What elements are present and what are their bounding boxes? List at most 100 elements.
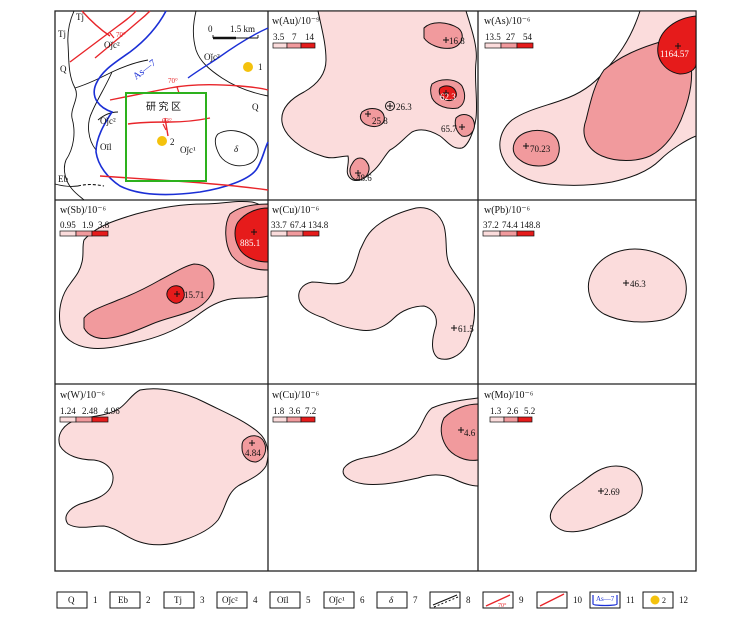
legend-number: 8 [466,595,471,605]
panel-title-au: w(Au)/10⁻⁹ [272,16,320,27]
legend-number: 7 [413,595,418,605]
au-anomaly-label: 26.3 [396,102,412,112]
sample-point-2-marker [157,136,167,146]
panel-headers: w(Au)/10⁻⁹ 3.5 7 14 w(As)/10⁻⁶ 13.5 27 5… [60,16,541,416]
eb-boundary [77,183,105,187]
map-label-oil: Oīl [100,142,112,152]
scale-label: 134.8 [308,220,329,230]
map-label-q: Q [60,64,67,74]
pb-anomaly-shapes [588,248,687,323]
panel-title-cu-2: w(Cu)/10⁻⁶ [272,390,320,401]
legend-swatch [376,591,408,609]
legend-number: 4 [253,595,258,605]
study-area-box [125,92,207,182]
legend-number: 12 [679,595,688,605]
scale-label: 14 [305,32,315,42]
scale-label: 0.95 [60,220,76,230]
w-anomaly-shapes [58,388,269,546]
map-label-study-area: 研 究 区 [146,100,181,113]
legend-fault-line [539,593,565,607]
legend-symbol: δ [389,595,394,605]
map-label-tj-top: Tj [76,12,84,22]
au-anomaly-label: 62.3 [440,92,456,102]
map-label-dip-1: 70° [116,31,126,39]
map-label-as7: As—7 [131,58,158,83]
legend-symbol: 2 [662,596,666,605]
scale-label: 74.4 [502,220,518,230]
legend-swatch [429,591,461,609]
legend-number: 6 [360,595,365,605]
scale-label: 1.3 [490,406,502,416]
mo-anomaly-label: 2.69 [604,487,620,497]
legend: Q 1 Eb 2 Tj 3 Oǰc² 4 Oīl 5 Oǰc¹ 6 δ 7 8 … [56,591,688,609]
legend-symbol: As—7 [596,595,615,603]
as7-inner-outline [187,27,269,79]
scale-label: 3.6 [289,406,301,416]
as-anomaly-label: 70.23 [530,144,551,154]
map-label-point-2: 2 [170,137,175,147]
geological-map-panel: Q Q Tj Tj Eb Oǰc² Oǰc² Oǰc² Oǰc¹ Oīl δ 研… [54,10,269,201]
w-anomaly-label: 4.84 [245,448,261,458]
sb-anomaly-shapes [59,200,269,349]
scale-label: 2.48 [82,406,98,416]
legend-symbol: Oīl [277,595,289,605]
scale-label: 67.4 [290,220,306,230]
scale-label: 3.8 [98,220,110,230]
legend-number: 2 [146,595,151,605]
map-label-oyc1: Oǰc¹ [180,145,196,155]
sb-anomaly-label: 885.1 [240,238,260,248]
map-label-tj-left: Tj [58,29,66,39]
scale-label: 1.24 [60,406,76,416]
as7-anomaly-outline [93,10,269,196]
scale-label-km: 1.5 km [230,24,255,34]
map-label-oyc2-c: Oǰc² [100,116,116,126]
scale-label: 148.8 [520,220,541,230]
scale-label: 27 [506,32,516,42]
cu-anomaly-label: 61.5 [458,324,474,334]
sb-anomaly-label: 15.71 [184,290,204,300]
panel-title-cu: w(Cu)/10⁻⁶ [272,205,320,216]
scale-label: 7 [292,32,297,42]
cu-anomaly-shapes-2 [342,397,479,487]
au-anomaly-shapes [281,10,478,181]
scale-label: 1.8 [273,406,285,416]
legend-swatch [642,591,674,609]
scale-label: 54 [523,32,533,42]
au-anomaly-label: 65.7 [441,124,457,134]
legend-swatch [163,591,195,609]
legend-swatch [589,591,621,609]
cu2-anomaly-label: 4.6 [464,428,476,438]
as-anomaly-shapes [499,10,697,186]
panel-title-sb: w(Sb)/10⁻⁶ [60,205,107,216]
map-label-point-1: 1 [258,62,263,72]
legend-swatch [216,591,248,609]
legend-symbol: 70° [498,602,507,609]
legend-dip-fault-line [485,594,511,607]
panel-title-mo: w(Mo)/10⁻⁶ [484,390,534,401]
intrusion-outline [214,130,259,167]
legend-number: 1 [93,595,98,605]
panel-title-pb: w(Pb)/10⁻⁶ [484,205,531,216]
legend-swatch [56,591,88,609]
legend-swatch [269,591,301,609]
scale-label: 7.2 [305,406,316,416]
map-label-oyc2-a: Oǰc² [104,40,120,50]
scale-label: 4.96 [104,406,120,416]
legend-swatch [323,591,355,609]
legend-number: 11 [626,595,635,605]
legend-boundary-dashed [433,596,459,608]
scale-label: 3.5 [273,32,285,42]
map-label-oyc2-b: Oǰc² [204,52,220,62]
legend-point-marker [650,595,660,605]
legend-symbol: Oǰc¹ [329,595,345,605]
scale-label: 2.6 [507,406,519,416]
scale-label: 5.2 [524,406,535,416]
map-label-q-right: Q [252,102,259,112]
legend-swatch [109,591,141,609]
color-scale-bars [59,42,535,423]
sample-point-1-marker [243,62,253,72]
legend-number: 9 [519,595,524,605]
scale-label: 37.2 [483,220,499,230]
scale-label-0: 0 [208,24,213,34]
